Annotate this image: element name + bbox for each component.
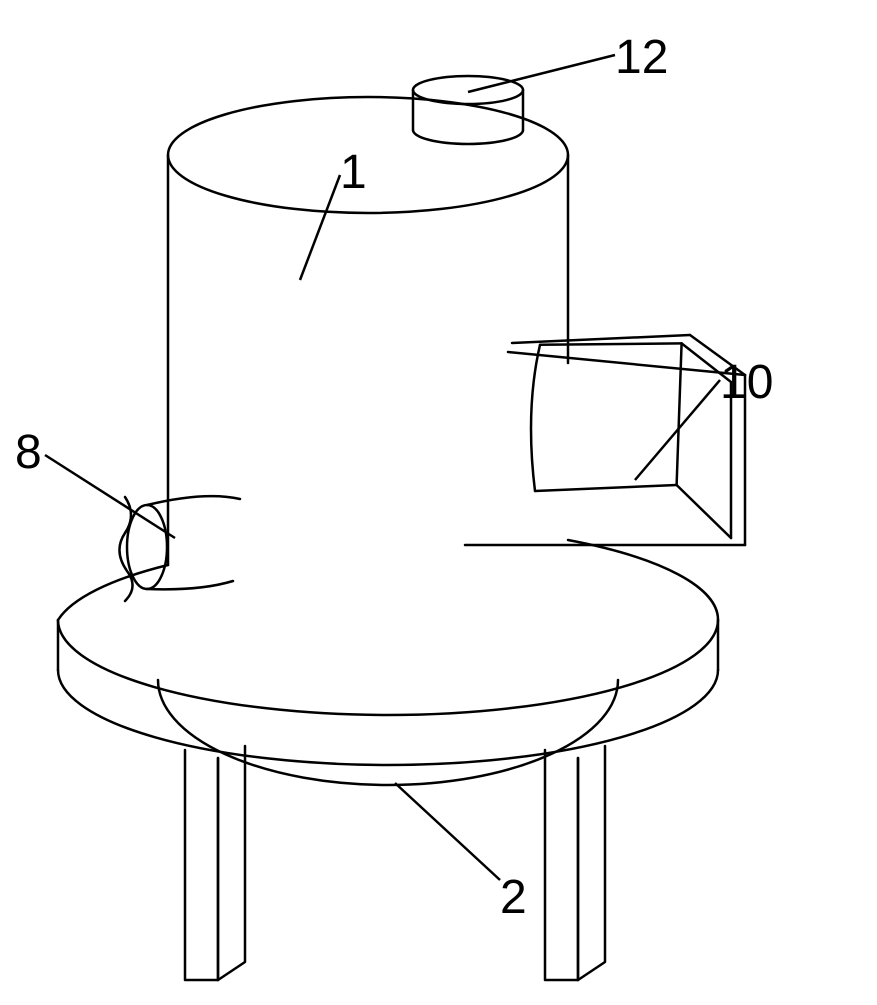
- part-label-10: 10: [720, 355, 773, 410]
- part-label-8: 8: [15, 425, 42, 480]
- diagram-svg: [0, 0, 877, 1000]
- part-label-12: 12: [615, 30, 668, 85]
- part-label-1: 1: [340, 145, 367, 200]
- part-label-2: 2: [500, 870, 527, 925]
- technical-diagram: [0, 0, 877, 1000]
